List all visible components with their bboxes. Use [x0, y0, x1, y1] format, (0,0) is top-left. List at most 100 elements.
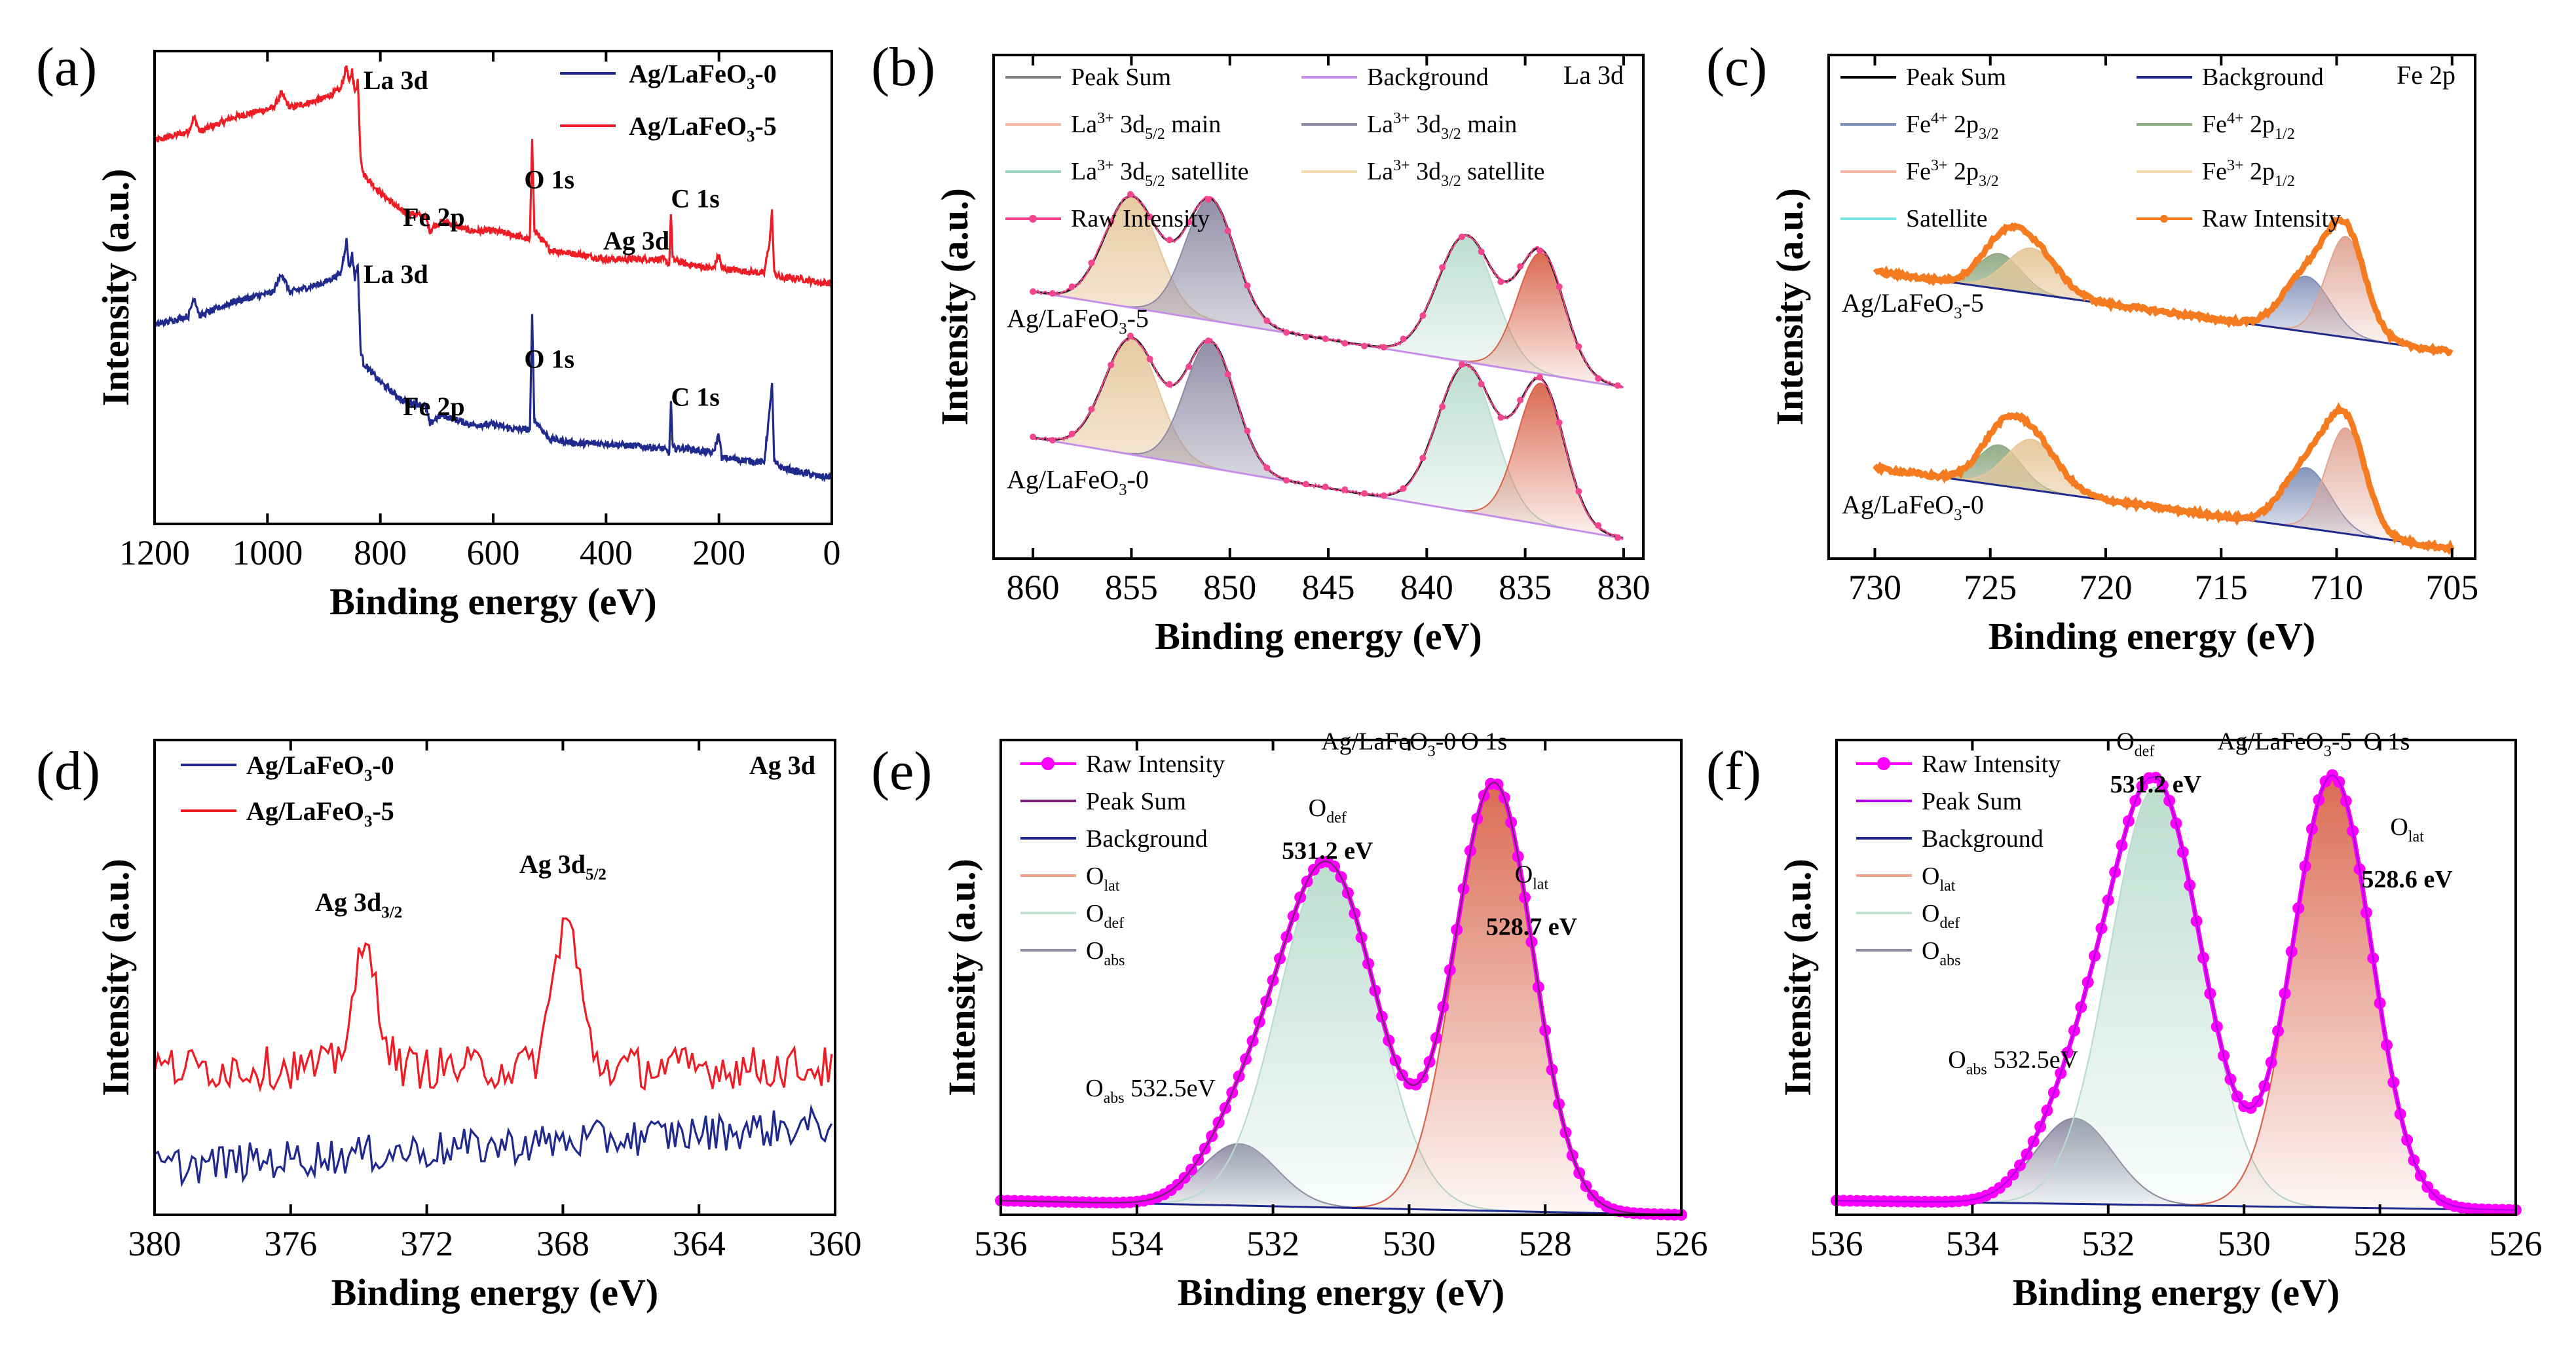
x-axis-title: Binding energy (eV)	[1178, 1271, 1504, 1314]
raw-intensity-point	[1224, 371, 1231, 378]
x-tick-label: 528	[2353, 1224, 2406, 1263]
raw-intensity-point	[1439, 264, 1446, 271]
raw-intensity-point	[1185, 363, 1193, 370]
x-tick-label: 530	[2218, 1224, 2271, 1263]
x-tick-label: 845	[1302, 568, 1355, 607]
legend-label: Fe4+​ 2p3/2​	[1906, 110, 1999, 143]
peak-annotation: Fe 2p	[403, 202, 464, 232]
x-tick-label: 850	[1203, 568, 1256, 607]
raw-intensity-line	[1873, 216, 2454, 357]
raw-intensity-point	[1556, 419, 1563, 426]
x-tick-label: 800	[354, 533, 407, 572]
legend-label: Background	[1086, 825, 1208, 853]
legend-label: La3+​ 3d3/2​ main	[1367, 110, 1517, 143]
panel-label: (c)	[1706, 37, 1767, 98]
raw-intensity-point	[1244, 428, 1251, 435]
raw-intensity-point	[1127, 332, 1134, 339]
legend-label: Peak Sum	[1906, 64, 2006, 91]
x-tick-label: 530	[1383, 1224, 1436, 1263]
x-tick-label: 536	[1810, 1224, 1863, 1263]
plot-frame	[1835, 739, 2517, 1216]
panel-a: 1200 1000 800 600 400 200 0 Binding energy (eV)…	[36, 37, 841, 623]
raw-intensity-point	[1497, 278, 1504, 286]
raw-intensity-point	[1108, 362, 1115, 369]
raw-intensity-point	[1049, 437, 1056, 444]
x-tick-label: 372	[400, 1224, 453, 1263]
peak-annotation: Fe 2p	[403, 392, 464, 421]
legend-label: Raw Intensity	[1086, 751, 1225, 778]
legend-label: Background	[1922, 825, 2044, 853]
legend-marker	[1041, 757, 1055, 770]
sample-label-lower: Ag/LaFeO3​-0	[1007, 464, 1149, 498]
peak-annotation: Oabs​ 532.5eV	[1085, 1075, 1216, 1107]
x-axis-title: Binding energy (eV)	[329, 580, 656, 623]
legend-label: Olat​	[1922, 862, 1956, 895]
peak-sum-line	[1000, 781, 1682, 1216]
series-ag-lafeo3-0	[154, 1103, 833, 1188]
x-tick-label: 360	[809, 1224, 862, 1263]
x-tick-label: 380	[128, 1224, 181, 1263]
raw-intensity-point	[1341, 486, 1349, 493]
panel-d: 380 376 372 368 364 360 Binding energy (eV) Int…	[36, 739, 862, 1314]
panel-e: 536 534 532 530 528 526 Binding energy (eV) Int…	[871, 728, 1708, 1314]
raw-intensity-point	[1380, 344, 1387, 351]
y-axis-title: Intensity (a.u.)	[1776, 859, 1819, 1096]
panel-label: (d)	[36, 741, 100, 802]
x-tick-label: 860	[1007, 568, 1060, 607]
x-tick-label: 400	[580, 533, 633, 572]
raw-intensity-point	[1439, 403, 1446, 410]
legend-label: Odef​	[1922, 900, 1960, 932]
y-axis-title: Intensity (a.u.)	[933, 188, 976, 426]
peak-annotation: 531.2 eV	[1282, 837, 1373, 864]
raw-intensity-point	[1302, 333, 1309, 341]
raw-intensity-point	[1478, 248, 1485, 255]
peak-annotation: O 1s	[1461, 728, 1507, 756]
raw-intensity-point	[1400, 485, 1407, 492]
plot-frame	[1827, 54, 2476, 560]
panel-f: 536 534 532 530 528 526 Binding energy (eV) Int…	[1706, 728, 2543, 1314]
raw-intensity-point	[1322, 483, 1329, 491]
peak-annotation: Odef​	[1309, 794, 1347, 826]
legend-label: La3+​ 3d5/2​ satellite	[1071, 157, 1248, 190]
x-tick-label: 600	[467, 533, 520, 572]
legend-label: Ag/LaFeO3​-0	[629, 59, 777, 93]
legend-label: Raw Intensity	[1071, 205, 1210, 232]
x-axis-title: Binding energy (eV)	[1988, 615, 2315, 658]
peak-annotation: Oabs​ 532.5eV	[1948, 1046, 2078, 1078]
legend-marker	[1029, 215, 1037, 223]
fit-peak-fe3-2p3-2	[1875, 427, 2452, 549]
panel-label: (a)	[36, 37, 97, 98]
raw-intensity-point	[1263, 464, 1271, 472]
legend-label: Background	[1367, 64, 1489, 91]
raw-intensity-point	[1419, 454, 1427, 462]
raw-intensity-point	[1400, 335, 1407, 343]
raw-intensity-point	[1146, 213, 1153, 221]
peak-annotation: 531.2 eV	[2110, 771, 2202, 798]
x-tick-label: 710	[2310, 568, 2363, 607]
peak-annotation: Ag/LaFeO3​-0	[1321, 728, 1456, 760]
peak-annotation: La 3d	[364, 259, 428, 289]
raw-intensity-point	[1049, 290, 1056, 297]
legend-label: Fe3+​ 2p1/2​	[2202, 157, 2295, 190]
peak-annotation: C 1s	[671, 382, 719, 412]
raw-intensity-line	[1873, 402, 2455, 555]
raw-intensity-point	[1322, 335, 1329, 343]
sample-label-lower: Ag/LaFeO3​-0	[1842, 490, 1984, 524]
x-tick-label: 200	[692, 533, 745, 572]
x-tick-label: 376	[264, 1224, 317, 1263]
sample-label-upper: Ag/LaFeO3​-5	[1007, 303, 1149, 337]
core-level-label: La 3d	[1563, 60, 1624, 90]
legend-label: Fe3+​ 2p3/2​	[1906, 157, 1999, 190]
y-axis-title: Intensity (a.u.)	[94, 859, 137, 1096]
x-axis-title: Binding energy (eV)	[1155, 615, 1482, 658]
x-tick-label: 526	[2490, 1224, 2543, 1263]
peak-sum-line	[1836, 774, 2516, 1211]
raw-intensity-point	[1146, 356, 1153, 363]
legend-label: Peak Sum	[1086, 788, 1186, 815]
peak-annotation: Ag 3d3/2​	[315, 887, 402, 921]
peak-annotation: Olat​	[2390, 813, 2424, 845]
series-ag-lafeo3-0	[153, 238, 833, 483]
legend-label: La3+​ 3d5/2​ main	[1071, 110, 1221, 143]
peak-annotation: O 1s	[2364, 728, 2410, 756]
